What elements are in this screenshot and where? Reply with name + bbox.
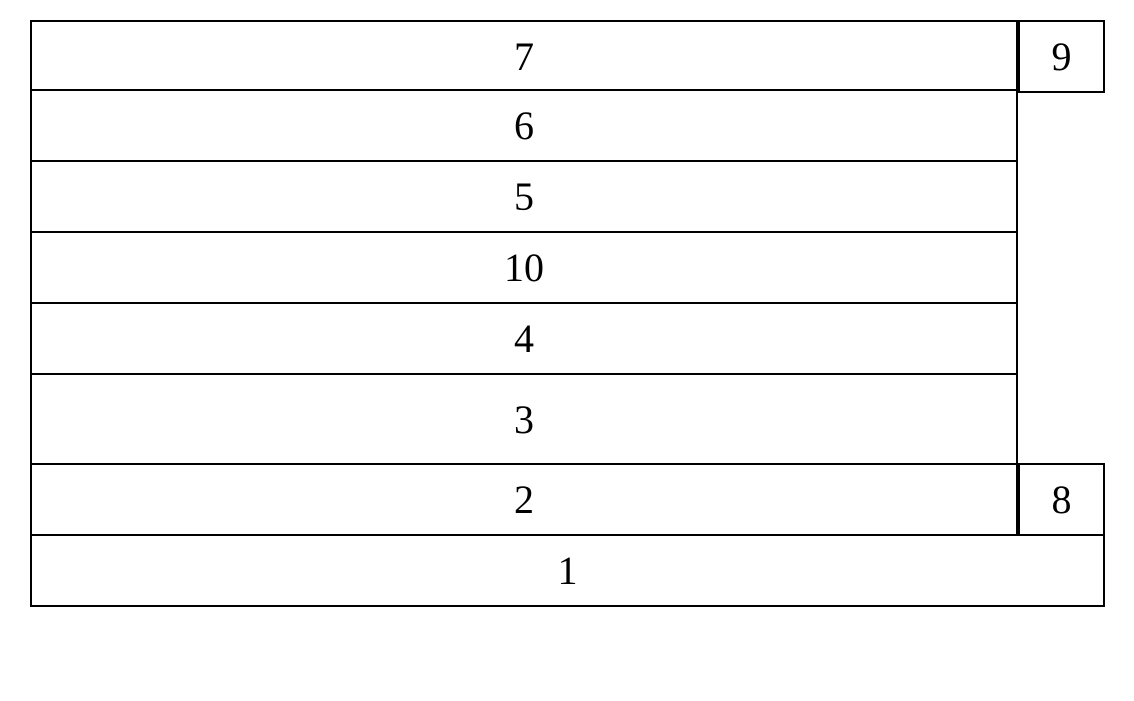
layer-cell: 1 <box>30 534 1105 607</box>
layer-label: 9 <box>1052 33 1072 80</box>
diagram-row: 3 <box>30 375 1105 467</box>
layer-label: 2 <box>514 476 534 523</box>
diagram-row: 1 <box>30 536 1105 609</box>
layer-label: 10 <box>504 244 544 291</box>
layer-label: 7 <box>514 33 534 80</box>
diagram-row: 4 <box>30 304 1105 377</box>
layer-label: 5 <box>514 173 534 220</box>
diagram-row: 6 <box>30 91 1105 164</box>
layer-cell-side: 8 <box>1018 463 1105 536</box>
diagram-row: 2 8 <box>30 465 1105 538</box>
layer-cell: 3 <box>30 373 1018 465</box>
diagram-row: 5 <box>30 162 1105 235</box>
layer-label: 6 <box>514 102 534 149</box>
layer-cell: 5 <box>30 160 1018 233</box>
layer-label: 4 <box>514 315 534 362</box>
diagram-row: 7 9 <box>30 20 1105 93</box>
layer-cell: 6 <box>30 89 1018 162</box>
layer-cell: 4 <box>30 302 1018 375</box>
layer-label: 3 <box>514 396 534 443</box>
layer-cell: 7 <box>30 20 1018 93</box>
diagram-row: 10 <box>30 233 1105 306</box>
layer-cell: 2 <box>30 463 1018 536</box>
layer-cell: 10 <box>30 231 1018 304</box>
layer-cell-side: 9 <box>1018 20 1105 93</box>
layer-diagram: 7 9 6 5 10 4 3 2 8 1 <box>30 20 1105 609</box>
layer-label: 8 <box>1052 476 1072 523</box>
layer-label: 1 <box>558 547 578 594</box>
